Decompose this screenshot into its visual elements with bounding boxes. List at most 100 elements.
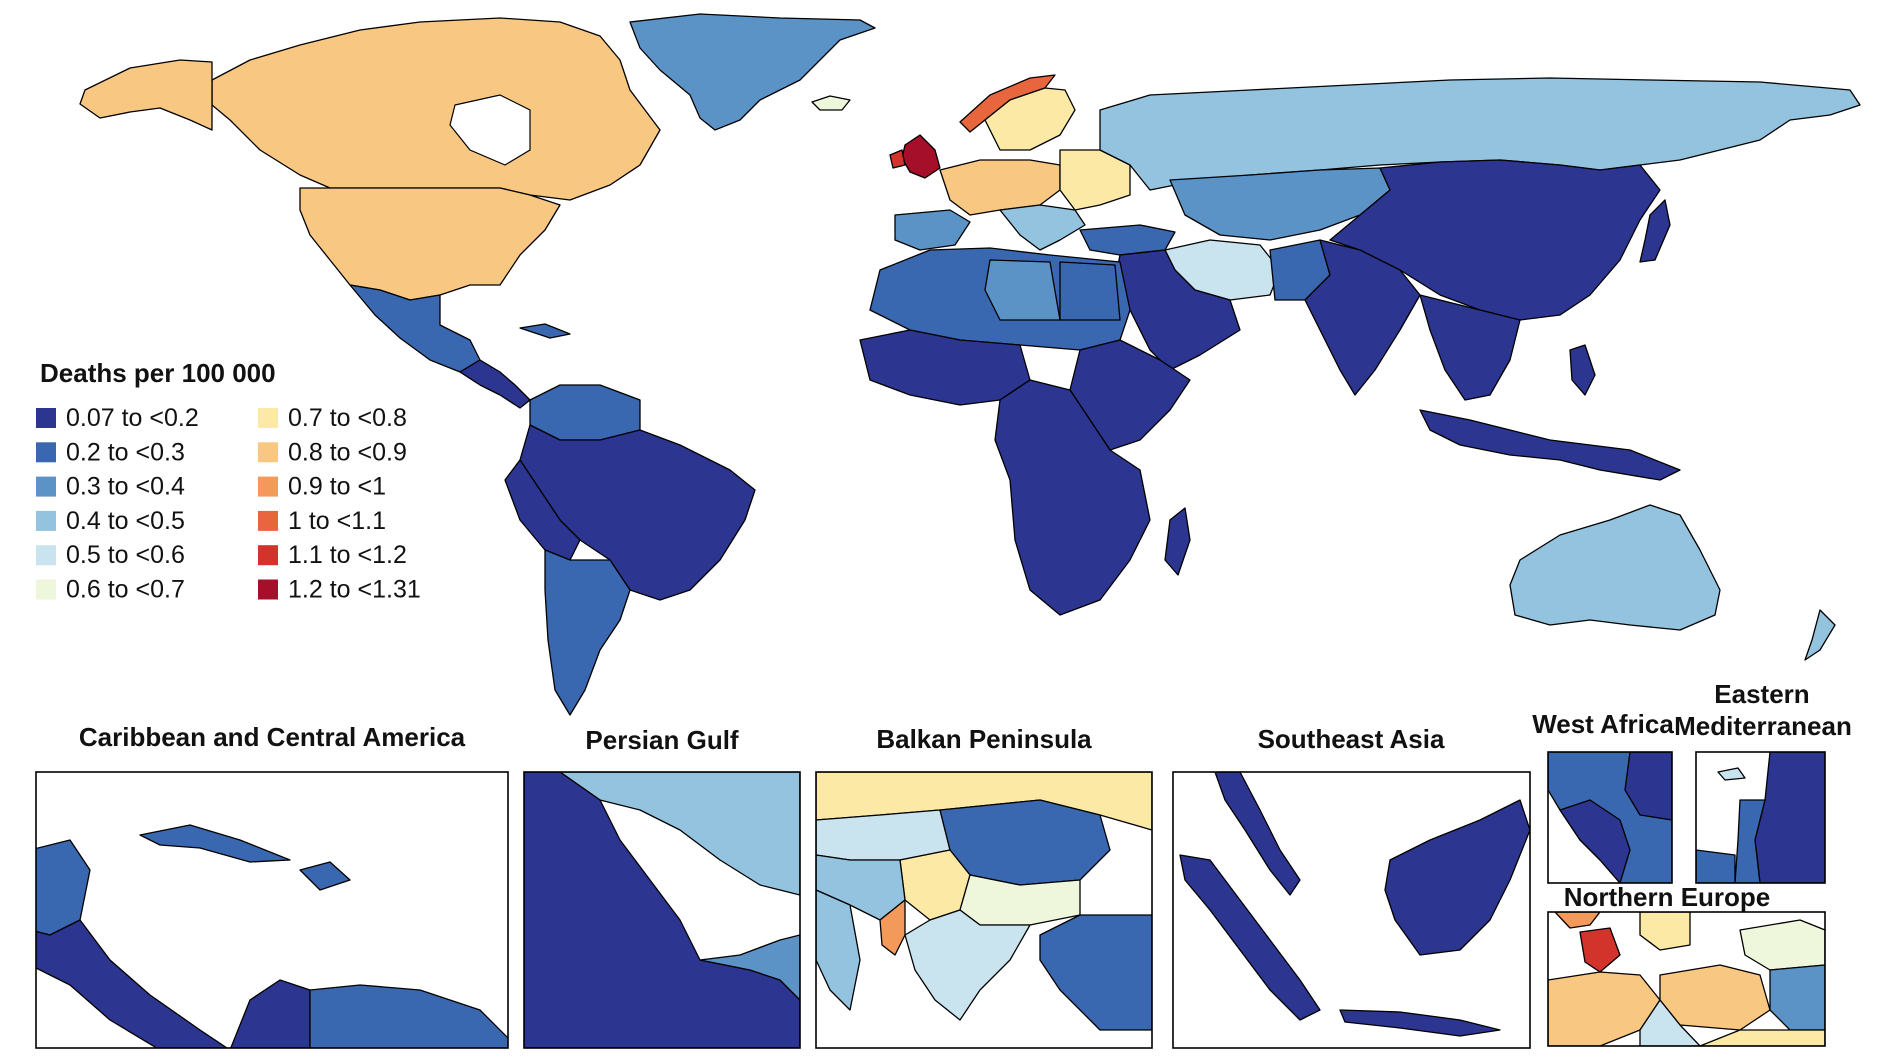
legend-label: 1.1 to <1.2 (288, 541, 407, 569)
inset-em-egypt (1696, 849, 1736, 883)
legend: Deaths per 100 000 0.07 to <0.2 0.2 to <0… (36, 358, 421, 604)
inset-caribbean-central-america (36, 919, 229, 1048)
inset-balkan-turkey (1039, 914, 1152, 1031)
inset-em-lebanon-israel (1734, 799, 1766, 883)
legend-swatch (258, 476, 278, 497)
legend-label: 0.3 to <0.4 (66, 473, 185, 501)
inset-ne-czechia (1639, 999, 1701, 1046)
inset-title-persian-gulf: Persian Gulf (585, 725, 738, 755)
region-iceland (811, 95, 851, 111)
inset-balkan-albania (879, 899, 906, 956)
region-central-america (459, 359, 531, 409)
region-china (1329, 159, 1661, 321)
inset-west-africa-frame (1547, 751, 1673, 884)
legend-items: 0.07 to <0.2 0.2 to <0.3 0.3 to <0.4 0.4 to… (36, 404, 421, 604)
inset-sea-malay-peninsula (1214, 772, 1301, 896)
legend-swatch (36, 476, 56, 497)
inset-caribbean-cuba (139, 824, 291, 863)
inset-southeast-asia-frame (1172, 771, 1531, 1049)
region-greenland (629, 13, 876, 131)
region-cuba (519, 323, 571, 339)
region-southern-europe (999, 204, 1086, 251)
legend-swatch (36, 442, 56, 463)
inset-wa-guinea (1559, 799, 1631, 883)
region-australia (1509, 504, 1721, 631)
legend-swatch (36, 510, 56, 531)
legend-swatch (36, 545, 56, 566)
legend-label: 0.6 to <0.7 (66, 576, 185, 604)
region-alaska (79, 59, 213, 131)
inset-sea-sumatra (1179, 854, 1321, 1021)
inset-em-cyprus (1717, 767, 1746, 781)
inset-title-eastern-med-line1: Eastern (1714, 679, 1809, 709)
region-india (1304, 239, 1421, 396)
region-uk (901, 134, 941, 179)
legend-swatch (36, 408, 56, 428)
inset-wa-mali (1624, 752, 1672, 821)
inset-caribbean (35, 771, 509, 1049)
inset-balkan (815, 771, 1153, 1049)
inset-ne-belarus (1769, 964, 1825, 1031)
region-madagascar (1164, 507, 1191, 576)
inset-northern-europe-frame (1547, 911, 1826, 1047)
legend-swatch (258, 510, 278, 531)
inset-west-africa (1547, 751, 1673, 884)
region-argentina-chile (544, 549, 631, 716)
legend-swatch (258, 545, 278, 566)
inset-ne-denmark (1579, 927, 1621, 973)
region-central-southern-africa (994, 379, 1151, 616)
inset-title-balkan: Balkan Peninsula (876, 724, 1092, 754)
region-japan (1639, 199, 1671, 263)
region-canada (211, 17, 661, 201)
inset-caribbean-venezuela (309, 984, 508, 1048)
region-usa (299, 187, 561, 301)
inset-ne-sweden (1639, 912, 1691, 951)
legend-label: 0.2 to <0.3 (66, 438, 185, 466)
region-indonesia (1419, 409, 1681, 481)
inset-persian-gulf-frame (523, 771, 801, 1049)
legend-label: 0.8 to <0.9 (288, 438, 407, 466)
inset-gulf-oman (699, 934, 800, 1001)
inset-sea-borneo (1384, 799, 1530, 956)
region-hudson-bay (449, 94, 531, 166)
region-new-zealand (1804, 609, 1836, 661)
legend-label: 1.2 to <1.31 (288, 576, 421, 604)
region-sweden-finland (984, 87, 1076, 151)
legend-swatch (36, 579, 56, 600)
region-libya (984, 259, 1061, 321)
inset-sea-java (1339, 1009, 1501, 1037)
region-egypt (1059, 261, 1121, 321)
inset-em-syria-jordan (1754, 752, 1825, 883)
region-indochina (1419, 294, 1521, 401)
legend-swatch (258, 579, 278, 600)
region-iberia (894, 209, 971, 251)
inset-persian-gulf (523, 771, 801, 1049)
inset-eastern-med-frame (1695, 751, 1826, 884)
legend-label: 0.7 to <0.8 (288, 404, 407, 432)
legend-label: 1 to <1.1 (288, 507, 386, 535)
inset-title-southeast-asia: Southeast Asia (1258, 724, 1445, 754)
region-western-europe (939, 159, 1061, 216)
inset-ne-baltics (1739, 919, 1825, 971)
region-colombia-venezuela (529, 384, 641, 441)
inset-caribbean-frame (35, 771, 509, 1049)
inset-caribbean-colombia (230, 979, 311, 1048)
legend-label: 0.5 to <0.6 (66, 541, 185, 569)
inset-eastern-med (1695, 751, 1826, 884)
inset-northern-europe (1547, 911, 1826, 1047)
legend-label: 0.07 to <0.2 (66, 404, 199, 432)
inset-title-west-africa: West Africa (1532, 709, 1674, 739)
legend-swatch (258, 442, 278, 463)
inset-southeast-asia (1172, 771, 1531, 1049)
main-map (79, 13, 1861, 716)
legend-label: 0.4 to <0.5 (66, 507, 185, 535)
inset-ne-norway (1554, 912, 1601, 929)
inset-balkan-greece (904, 909, 1031, 1021)
inset-balkan-italy (816, 889, 861, 1011)
inset-title-eastern-med-line2: Mediterranean (1674, 711, 1852, 741)
inset-balkan-frame (815, 771, 1153, 1049)
region-philippines (1569, 344, 1596, 396)
inset-ne-ukraine (1699, 1029, 1825, 1046)
inset-title-northern-europe: Northern Europe (1564, 882, 1771, 912)
